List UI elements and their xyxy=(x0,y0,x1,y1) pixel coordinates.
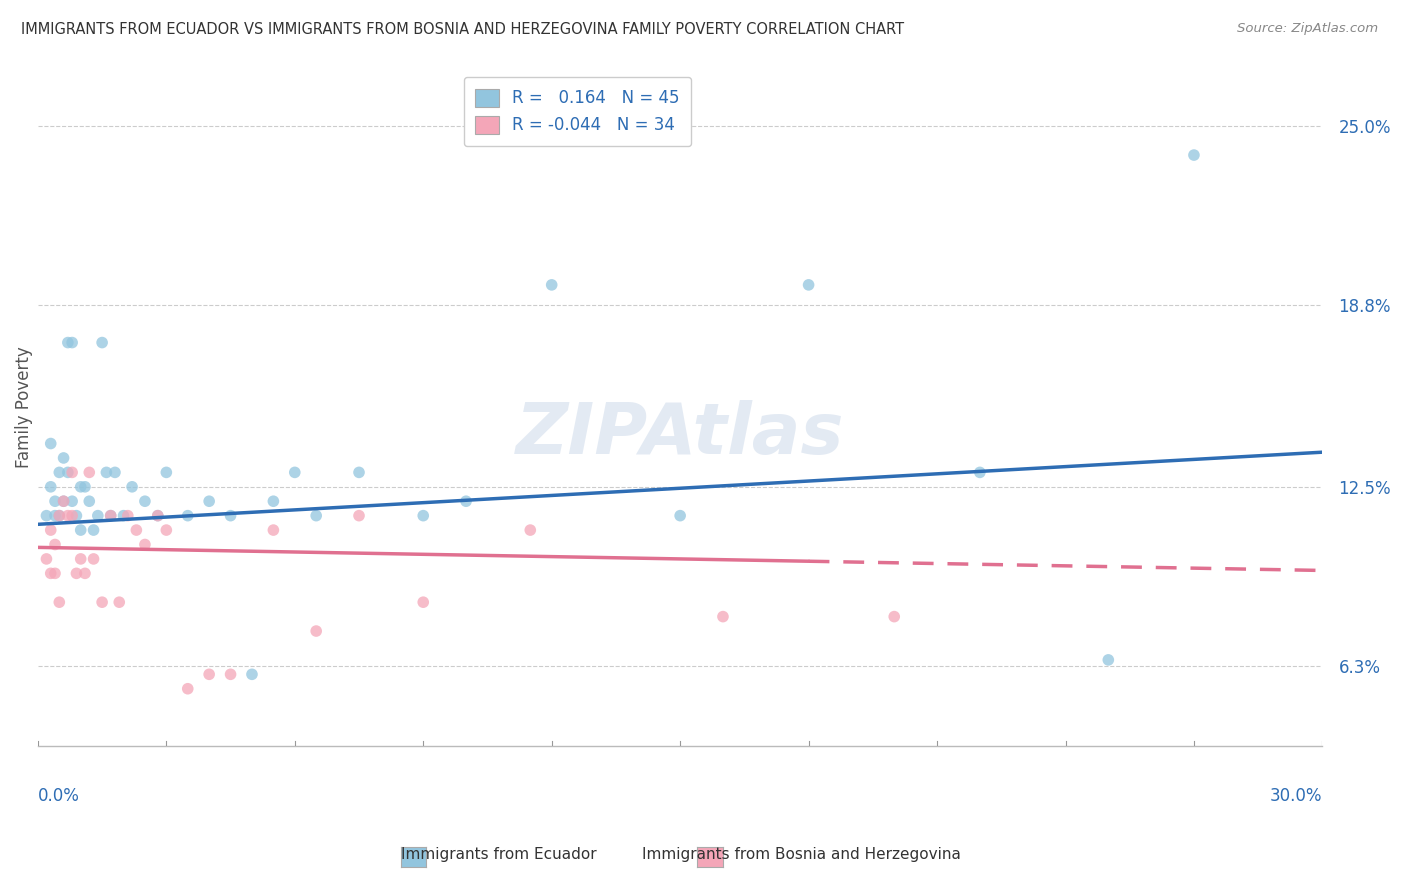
Point xyxy=(711,609,734,624)
Point xyxy=(39,436,62,450)
Point xyxy=(305,508,328,523)
Point xyxy=(48,508,70,523)
Point xyxy=(134,494,156,508)
Point xyxy=(60,494,83,508)
Point xyxy=(100,508,122,523)
Point xyxy=(177,508,200,523)
Point xyxy=(117,508,139,523)
Point xyxy=(83,552,105,566)
Point xyxy=(125,523,148,537)
Point xyxy=(219,508,242,523)
Point xyxy=(240,667,263,681)
Point xyxy=(52,450,75,465)
Point xyxy=(35,508,58,523)
Point xyxy=(669,508,692,523)
Point xyxy=(52,494,75,508)
Y-axis label: Family Poverty: Family Poverty xyxy=(15,347,32,468)
Point xyxy=(797,277,820,292)
Point xyxy=(56,335,79,350)
Point xyxy=(134,537,156,551)
Point xyxy=(519,523,541,537)
Point xyxy=(48,595,70,609)
Point xyxy=(198,494,221,508)
Text: Immigrants from Bosnia and Herzegovina: Immigrants from Bosnia and Herzegovina xyxy=(643,847,960,862)
Point xyxy=(198,667,221,681)
Point xyxy=(56,466,79,480)
Point xyxy=(91,595,114,609)
Point xyxy=(1182,148,1205,162)
Point xyxy=(65,566,87,581)
Point xyxy=(39,480,62,494)
Text: 30.0%: 30.0% xyxy=(1270,787,1323,805)
Text: IMMIGRANTS FROM ECUADOR VS IMMIGRANTS FROM BOSNIA AND HERZEGOVINA FAMILY POVERTY: IMMIGRANTS FROM ECUADOR VS IMMIGRANTS FR… xyxy=(21,22,904,37)
Point xyxy=(44,494,66,508)
Point xyxy=(883,609,905,624)
Text: Source: ZipAtlas.com: Source: ZipAtlas.com xyxy=(1237,22,1378,36)
Point xyxy=(60,335,83,350)
Text: ZIPAtlas: ZIPAtlas xyxy=(516,401,845,469)
Text: Immigrants from Ecuador: Immigrants from Ecuador xyxy=(401,847,598,862)
Point xyxy=(44,566,66,581)
Point xyxy=(121,480,143,494)
Point xyxy=(73,480,96,494)
Point xyxy=(155,466,177,480)
Point xyxy=(69,552,91,566)
Point xyxy=(305,624,328,638)
Point xyxy=(104,466,127,480)
Point xyxy=(454,494,477,508)
Point xyxy=(219,667,242,681)
Point xyxy=(262,494,284,508)
Point xyxy=(262,523,284,537)
Point xyxy=(60,466,83,480)
Point xyxy=(83,523,105,537)
Point xyxy=(77,494,100,508)
Point xyxy=(347,466,370,480)
Point xyxy=(65,508,87,523)
Point xyxy=(969,466,991,480)
Point xyxy=(35,552,58,566)
Point xyxy=(540,277,562,292)
Point xyxy=(112,508,135,523)
Point xyxy=(108,595,131,609)
Text: 0.0%: 0.0% xyxy=(38,787,80,805)
Legend: R =   0.164   N = 45, R = -0.044   N = 34: R = 0.164 N = 45, R = -0.044 N = 34 xyxy=(464,77,692,146)
Point xyxy=(69,480,91,494)
Point xyxy=(48,508,70,523)
Point xyxy=(48,466,70,480)
Point xyxy=(177,681,200,696)
Point xyxy=(39,566,62,581)
Point xyxy=(412,508,434,523)
Point xyxy=(44,537,66,551)
Point xyxy=(91,335,114,350)
Point xyxy=(69,523,91,537)
Point xyxy=(155,523,177,537)
Point xyxy=(284,466,307,480)
Point xyxy=(60,508,83,523)
Point xyxy=(1097,653,1119,667)
Point xyxy=(56,508,79,523)
Point xyxy=(73,566,96,581)
Point xyxy=(412,595,434,609)
Point xyxy=(100,508,122,523)
Point xyxy=(146,508,169,523)
Point xyxy=(146,508,169,523)
Point xyxy=(52,494,75,508)
Point xyxy=(44,508,66,523)
Point xyxy=(87,508,110,523)
Point xyxy=(77,466,100,480)
Point xyxy=(347,508,370,523)
Point xyxy=(96,466,118,480)
Point xyxy=(39,523,62,537)
